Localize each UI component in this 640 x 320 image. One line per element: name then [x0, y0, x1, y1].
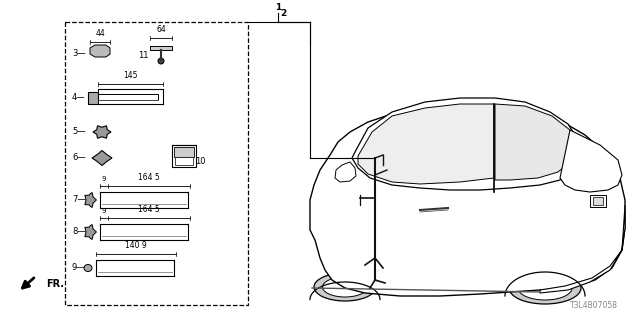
Polygon shape [540, 205, 625, 293]
Text: 44: 44 [95, 29, 105, 38]
Ellipse shape [323, 277, 367, 297]
Polygon shape [495, 104, 575, 180]
Text: 64: 64 [156, 25, 166, 34]
Ellipse shape [371, 228, 378, 233]
Circle shape [87, 197, 93, 203]
Ellipse shape [84, 265, 92, 271]
Ellipse shape [371, 196, 378, 201]
Text: 4—: 4— [72, 93, 86, 102]
Ellipse shape [371, 258, 378, 262]
Polygon shape [310, 105, 625, 296]
Bar [172, 145, 196, 167]
Ellipse shape [371, 159, 378, 164]
Text: 140 9: 140 9 [125, 241, 147, 250]
Text: 3—: 3— [72, 50, 86, 59]
Ellipse shape [509, 272, 581, 304]
Polygon shape [358, 104, 494, 184]
Polygon shape [90, 45, 110, 57]
Circle shape [101, 50, 103, 52]
Text: T3L4B07058: T3L4B07058 [570, 301, 618, 310]
Polygon shape [93, 126, 111, 138]
Text: 164 5: 164 5 [138, 205, 160, 214]
Polygon shape [560, 130, 622, 192]
Bar [65, 22, 248, 305]
Polygon shape [98, 89, 163, 104]
Bar [174, 147, 194, 157]
Text: 11: 11 [138, 52, 148, 60]
Bar [590, 195, 606, 207]
Text: 6—: 6— [72, 154, 86, 163]
Text: 10: 10 [195, 157, 205, 166]
Circle shape [93, 50, 95, 52]
Circle shape [87, 229, 93, 235]
Bar [175, 157, 193, 165]
Text: 8—: 8— [72, 228, 86, 236]
Ellipse shape [314, 273, 376, 301]
Bar [593, 197, 603, 205]
Polygon shape [85, 192, 97, 208]
Text: 9: 9 [102, 176, 106, 182]
Polygon shape [85, 224, 97, 240]
Polygon shape [92, 150, 112, 165]
Circle shape [98, 128, 106, 136]
Ellipse shape [518, 276, 572, 300]
Circle shape [158, 58, 164, 64]
Bar [88, 92, 98, 104]
Text: 2: 2 [280, 9, 286, 18]
Circle shape [97, 50, 99, 52]
Polygon shape [150, 46, 172, 50]
Text: 1: 1 [275, 3, 281, 12]
Text: 7—: 7— [72, 196, 86, 204]
Text: 145: 145 [123, 71, 137, 80]
Polygon shape [335, 162, 356, 182]
Text: 9: 9 [102, 208, 106, 214]
Text: 164 5: 164 5 [138, 173, 160, 182]
Text: 9—: 9— [72, 263, 86, 273]
Polygon shape [352, 98, 580, 190]
Text: 5—: 5— [72, 127, 86, 137]
Text: FR.: FR. [46, 279, 64, 289]
Circle shape [98, 154, 106, 162]
